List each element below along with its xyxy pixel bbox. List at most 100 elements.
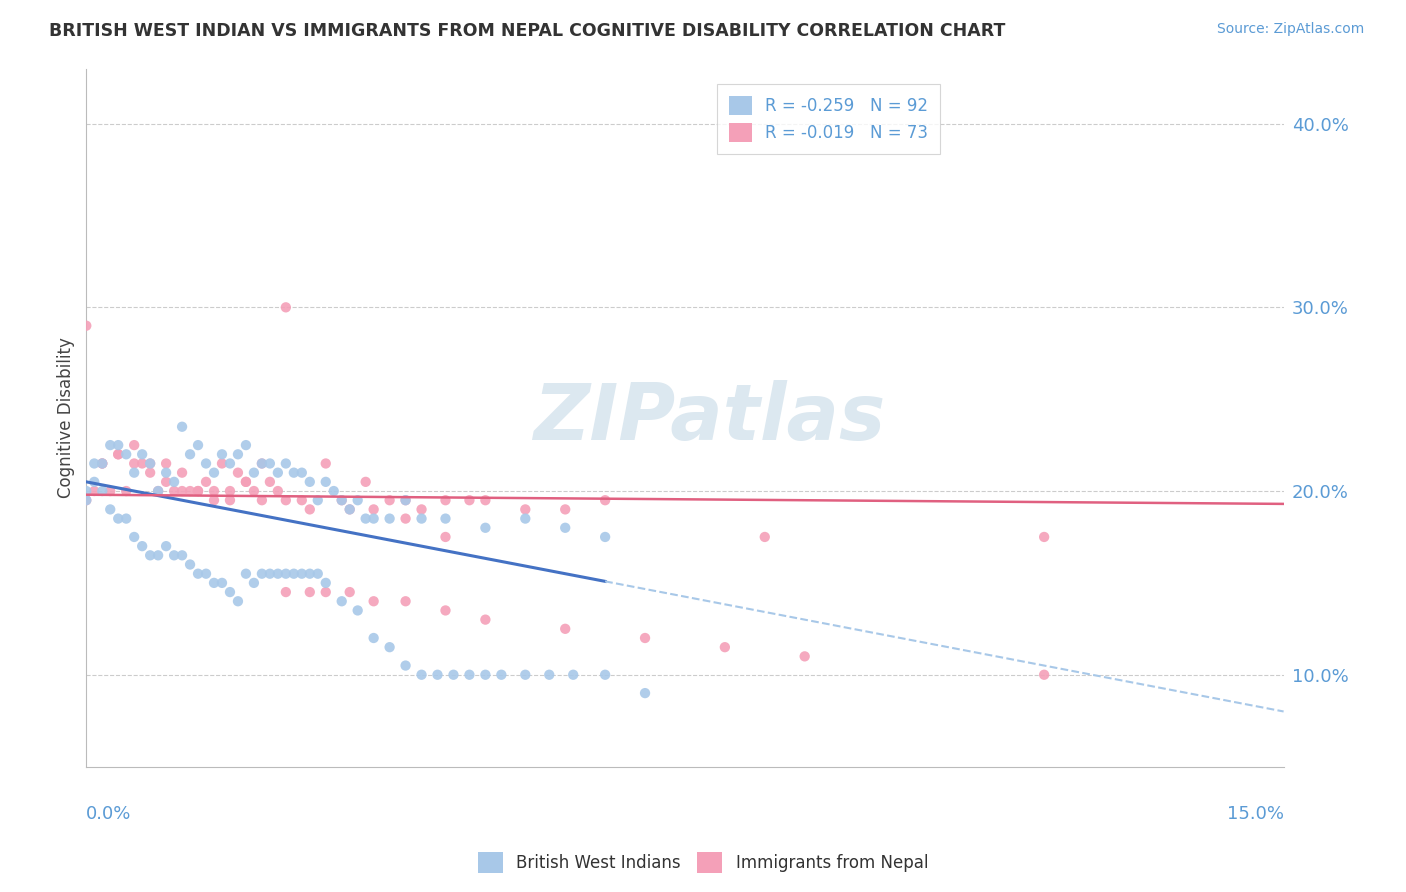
Point [202,493,225,508]
Point [107,447,129,461]
Point [330,594,353,608]
Legend: R = -0.259   N = 92, R = -0.019   N = 73: R = -0.259 N = 92, R = -0.019 N = 73 [717,84,941,154]
Point [179,483,201,498]
Point [315,475,337,489]
Point [122,466,145,480]
Point [83,457,105,471]
Point [107,447,129,461]
Point [235,566,257,581]
Point [179,558,201,572]
Point [115,511,138,525]
Point [139,457,162,471]
Point [155,457,177,471]
Point [267,566,290,581]
Text: 0.0%: 0.0% [86,805,132,823]
Point [394,594,416,608]
Point [187,483,209,498]
Point [259,566,281,581]
Point [155,475,177,489]
Point [562,667,585,681]
Point [274,566,297,581]
Point [139,466,162,480]
Point [98,438,121,452]
Point [243,575,266,590]
Point [107,511,129,525]
Point [394,493,416,508]
Point [274,457,297,471]
Point [354,511,377,525]
Point [394,493,416,508]
Text: Source: ZipAtlas.com: Source: ZipAtlas.com [1216,22,1364,37]
Text: ZIPatlas: ZIPatlas [533,380,884,456]
Point [163,475,186,489]
Point [754,530,776,544]
Point [458,493,481,508]
Point [155,466,177,480]
Point [593,493,616,508]
Point [274,585,297,599]
Point [298,585,321,599]
Point [259,457,281,471]
Point [554,502,576,516]
Text: BRITISH WEST INDIAN VS IMMIGRANTS FROM NEPAL COGNITIVE DISABILITY CORRELATION CH: BRITISH WEST INDIAN VS IMMIGRANTS FROM N… [49,22,1005,40]
Point [155,539,177,553]
Point [291,493,314,508]
Point [298,475,321,489]
Point [363,631,385,645]
Point [146,483,169,498]
Point [274,301,297,315]
Point [131,539,153,553]
Point [378,511,401,525]
Point [91,457,114,471]
Point [226,594,249,608]
Point [131,457,153,471]
Point [219,457,242,471]
Point [187,483,209,498]
Point [163,549,186,563]
Point [538,667,561,681]
Point [354,475,377,489]
Point [226,447,249,461]
Point [307,493,329,508]
Point [250,566,273,581]
Point [491,667,513,681]
Point [243,483,266,498]
Point [250,457,273,471]
Point [122,457,145,471]
Point [259,475,281,489]
Point [554,622,576,636]
Point [187,438,209,452]
Point [195,475,218,489]
Point [634,631,657,645]
Point [122,530,145,544]
Point [91,483,114,498]
Point [363,511,385,525]
Point [274,493,297,508]
Point [434,530,457,544]
Point [235,475,257,489]
Point [307,566,329,581]
Point [146,483,169,498]
Point [75,493,97,508]
Point [515,502,537,516]
Point [394,658,416,673]
Point [250,493,273,508]
Point [298,502,321,516]
Point [267,483,290,498]
Point [235,475,257,489]
Point [211,447,233,461]
Point [267,466,290,480]
Point [330,493,353,508]
Point [315,575,337,590]
Point [170,549,193,563]
Point [411,667,433,681]
Point [115,483,138,498]
Point [346,493,368,508]
Point [163,483,186,498]
Point [202,483,225,498]
Point [363,502,385,516]
Point [179,447,201,461]
Point [170,419,193,434]
Point [75,318,97,333]
Point [363,594,385,608]
